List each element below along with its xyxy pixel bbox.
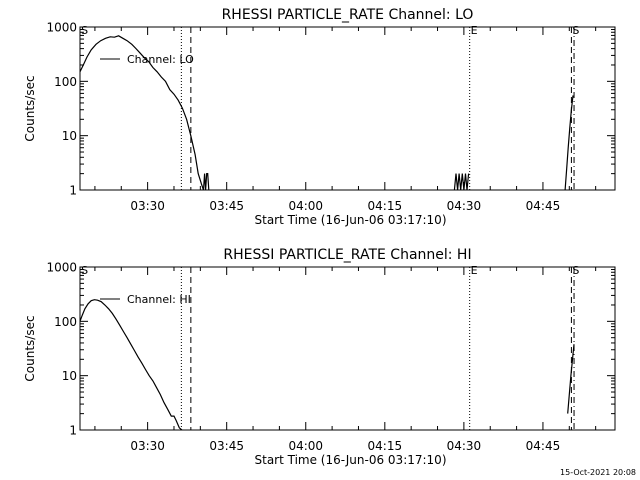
y-tick-label: 100	[54, 75, 77, 89]
chart-title: RHESSI PARTICLE_RATE Channel: HI	[223, 247, 471, 263]
event-marker-label: S	[81, 24, 88, 37]
event-marker-label: E	[471, 24, 478, 37]
generated-timestamp: 15-Oct-2021 20:08	[560, 468, 636, 477]
y-tick-label: 1000	[46, 21, 77, 35]
legend-label: Channel: LO	[127, 53, 194, 66]
y-tick-label: 100	[54, 315, 77, 329]
x-axis-label: Start Time (16-Jun-06 03:17:10)	[255, 453, 447, 467]
x-tick-label: 03:30	[130, 439, 165, 453]
y-tick-label: 1	[69, 424, 77, 438]
chart-panel-2: RHESSI PARTICLE_RATE Channel: HI Start Ti…	[23, 247, 616, 467]
x-tick-label: 04:15	[368, 199, 403, 213]
x-tick-label: 04:15	[368, 439, 403, 453]
event-marker-label: S	[572, 264, 579, 277]
y-tick-label: 10	[62, 369, 77, 383]
plot-frame	[79, 26, 616, 191]
chart-panel-1: RHESSI PARTICLE_RATE Channel: LO Start Ti…	[23, 7, 616, 227]
data-series-line	[79, 35, 205, 191]
event-marker-label: S	[572, 24, 579, 37]
x-tick-label: 04:30	[447, 199, 482, 213]
event-marker-label: E	[471, 264, 478, 277]
x-axis-label: Start Time (16-Jun-06 03:17:10)	[255, 213, 447, 227]
y-tick-label: 10	[62, 129, 77, 143]
y-axis-label: Counts/sec	[23, 75, 37, 141]
chart-title: RHESSI PARTICLE_RATE Channel: LO	[222, 7, 474, 23]
legend-label: Channel: HI	[127, 293, 191, 306]
x-tick-label: 04:45	[526, 199, 561, 213]
y-tick-label: 1	[69, 184, 77, 198]
x-tick-label: 04:00	[288, 439, 323, 453]
x-tick-label: 03:45	[209, 439, 244, 453]
x-tick-label: 03:45	[209, 199, 244, 213]
data-series-line	[567, 344, 575, 414]
data-series-line	[202, 173, 210, 191]
data-series-line	[79, 299, 183, 431]
plot-frame	[79, 266, 616, 431]
x-tick-label: 04:45	[526, 439, 561, 453]
x-tick-label: 04:00	[288, 199, 323, 213]
data-series-line	[564, 95, 574, 191]
y-tick-label: 1000	[46, 261, 77, 275]
y-axis-label: Counts/sec	[23, 315, 37, 381]
x-tick-label: 04:30	[447, 439, 482, 453]
data-series-line	[453, 173, 470, 191]
x-tick-label: 03:30	[130, 199, 165, 213]
event-marker-label: S	[81, 264, 88, 277]
